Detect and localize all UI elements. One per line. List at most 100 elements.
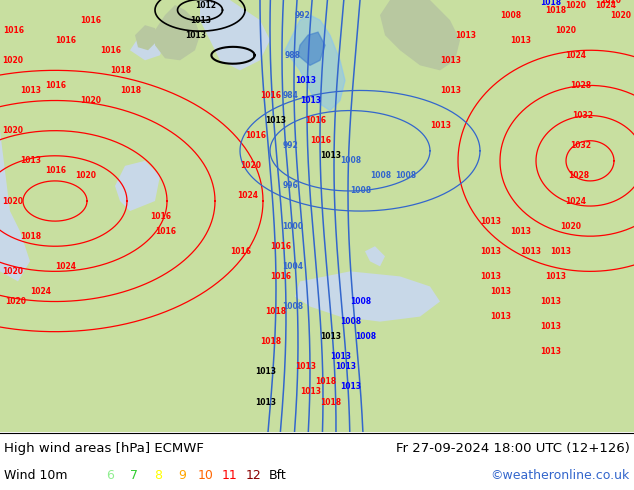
- Text: 1016: 1016: [310, 136, 331, 145]
- Text: 1016: 1016: [305, 116, 326, 125]
- Text: 1013: 1013: [455, 31, 476, 40]
- Text: 1028: 1028: [568, 172, 589, 180]
- Text: 1028: 1028: [570, 81, 591, 90]
- Text: 1008: 1008: [282, 302, 303, 311]
- Text: 1013: 1013: [480, 272, 501, 281]
- Text: 1013: 1013: [440, 56, 461, 65]
- Text: 1016: 1016: [55, 36, 76, 45]
- Polygon shape: [115, 161, 160, 211]
- Text: 1013: 1013: [265, 116, 286, 125]
- Text: 1020: 1020: [2, 267, 23, 276]
- Text: 1013: 1013: [340, 383, 361, 392]
- Text: 1020: 1020: [565, 0, 586, 9]
- Text: 1018: 1018: [315, 377, 336, 387]
- Polygon shape: [130, 30, 165, 60]
- Polygon shape: [0, 0, 30, 281]
- Text: 1013: 1013: [335, 362, 356, 371]
- Text: 1013: 1013: [480, 217, 501, 225]
- Text: 1013: 1013: [520, 247, 541, 256]
- Text: 1013: 1013: [300, 96, 321, 105]
- Text: High wind areas [hPa] ECMWF: High wind areas [hPa] ECMWF: [4, 441, 204, 455]
- Text: 1024: 1024: [595, 0, 616, 9]
- Polygon shape: [298, 32, 325, 65]
- Text: 1013: 1013: [295, 362, 316, 371]
- Text: 984: 984: [283, 91, 299, 100]
- Text: 8: 8: [154, 468, 162, 482]
- Text: 1016: 1016: [100, 46, 121, 55]
- Text: 1013: 1013: [255, 368, 276, 376]
- Text: 1013: 1013: [540, 322, 561, 331]
- Text: 1013: 1013: [440, 86, 461, 95]
- Text: 1013: 1013: [20, 86, 41, 95]
- Text: Wind 10m: Wind 10m: [4, 468, 67, 482]
- Text: 1008: 1008: [395, 172, 416, 180]
- Text: 1013: 1013: [550, 247, 571, 256]
- Text: 6: 6: [106, 468, 114, 482]
- Text: 1016: 1016: [45, 81, 66, 90]
- Text: 1013: 1013: [490, 312, 511, 321]
- Text: 1020: 1020: [560, 221, 581, 231]
- Text: 1016: 1016: [150, 212, 171, 220]
- Text: 1024: 1024: [565, 196, 586, 205]
- Text: 1016: 1016: [270, 242, 291, 251]
- Text: 1008: 1008: [340, 317, 361, 326]
- Text: 10: 10: [198, 468, 214, 482]
- Polygon shape: [365, 246, 385, 267]
- Text: 1013: 1013: [540, 297, 561, 306]
- Text: 1008: 1008: [340, 156, 361, 165]
- Text: 1013: 1013: [330, 352, 351, 361]
- Text: 1020: 1020: [80, 96, 101, 105]
- Text: 1020: 1020: [600, 0, 621, 4]
- Text: 1020: 1020: [610, 11, 631, 20]
- Text: 1016: 1016: [270, 272, 291, 281]
- Text: 1008: 1008: [350, 187, 371, 196]
- Text: 1020: 1020: [2, 126, 23, 135]
- Text: 1020: 1020: [240, 161, 261, 171]
- Text: 1016: 1016: [245, 131, 266, 140]
- Text: 1024: 1024: [237, 192, 258, 200]
- Text: 1013: 1013: [480, 247, 501, 256]
- Text: 1032: 1032: [570, 141, 591, 150]
- Text: 1018: 1018: [545, 5, 566, 15]
- Text: 1013: 1013: [190, 16, 211, 24]
- Text: 1013: 1013: [540, 347, 561, 356]
- Text: 1016: 1016: [3, 25, 24, 35]
- Text: 1013: 1013: [320, 332, 341, 341]
- Text: 9: 9: [178, 468, 186, 482]
- Polygon shape: [135, 25, 158, 50]
- Text: 1024: 1024: [55, 262, 76, 271]
- Text: 1016: 1016: [260, 91, 281, 100]
- Text: 1018: 1018: [320, 397, 341, 407]
- Text: 1013: 1013: [185, 31, 206, 40]
- Text: 1018: 1018: [265, 307, 286, 316]
- Text: 1013: 1013: [510, 36, 531, 45]
- Text: 1012: 1012: [195, 0, 216, 9]
- Text: 1032: 1032: [572, 111, 593, 120]
- Text: ©weatheronline.co.uk: ©weatheronline.co.uk: [491, 468, 630, 482]
- Text: 1018: 1018: [120, 86, 141, 95]
- Text: 1020: 1020: [75, 172, 96, 180]
- Polygon shape: [285, 15, 345, 111]
- Text: 1020: 1020: [5, 297, 26, 306]
- Text: 1008: 1008: [500, 11, 521, 20]
- Text: 1008: 1008: [355, 332, 376, 341]
- Text: 1016: 1016: [80, 16, 101, 24]
- Text: 1013: 1013: [510, 227, 531, 236]
- Text: 1013: 1013: [545, 272, 566, 281]
- Polygon shape: [200, 0, 270, 71]
- Text: 1016: 1016: [45, 167, 66, 175]
- Text: 1008: 1008: [350, 297, 371, 306]
- Text: 1013: 1013: [300, 388, 321, 396]
- Text: 1016: 1016: [155, 227, 176, 236]
- Text: 1018: 1018: [260, 337, 281, 346]
- Text: 1018: 1018: [20, 232, 41, 241]
- Polygon shape: [155, 5, 200, 60]
- Text: 1016: 1016: [230, 247, 251, 256]
- Text: 12: 12: [246, 468, 262, 482]
- Text: 1018: 1018: [540, 0, 561, 6]
- Text: 1013: 1013: [295, 76, 316, 85]
- Text: 1013: 1013: [430, 121, 451, 130]
- Text: 1020: 1020: [555, 25, 576, 35]
- Text: 1020: 1020: [2, 196, 23, 205]
- Text: 992: 992: [283, 141, 299, 150]
